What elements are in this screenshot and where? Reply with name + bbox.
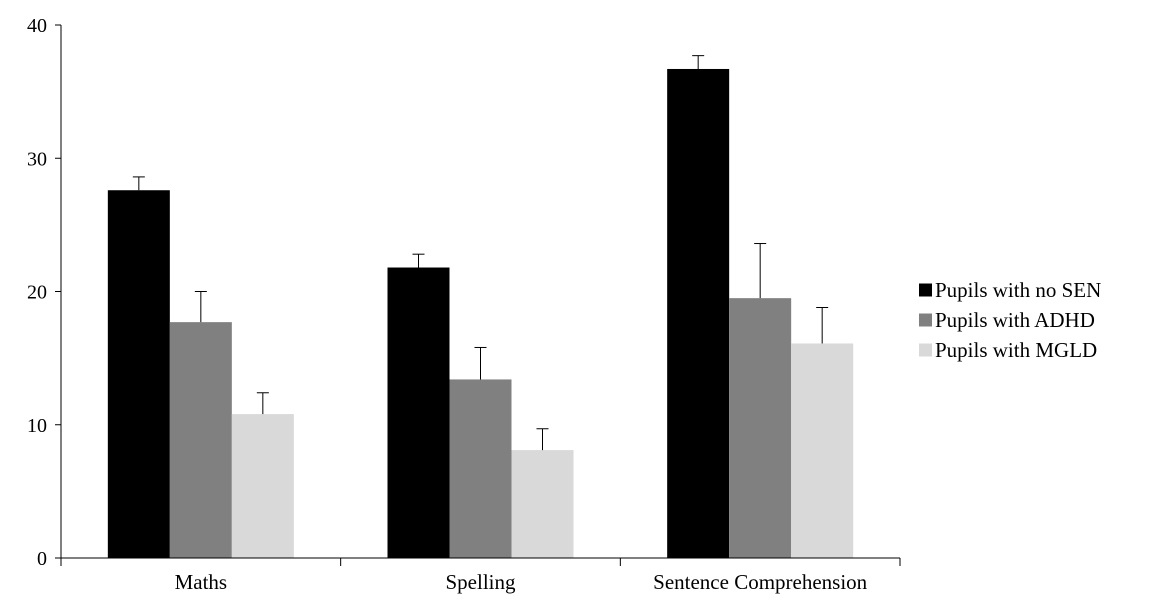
y-tick-label: 40 bbox=[27, 15, 47, 37]
bars bbox=[107, 68, 854, 559]
y-tick-label: 30 bbox=[27, 148, 47, 170]
bar bbox=[449, 379, 512, 558]
y-tick-label: 0 bbox=[37, 548, 47, 570]
legend-label: Pupils with no SEN bbox=[935, 278, 1101, 302]
bar bbox=[729, 298, 792, 558]
bar bbox=[387, 267, 450, 558]
x-tick-label: Sentence Comprehension bbox=[653, 570, 868, 594]
y-tick-label: 10 bbox=[27, 415, 47, 437]
x-tick-label: Spelling bbox=[445, 570, 516, 594]
legend-swatch bbox=[919, 283, 932, 297]
x-axis: Maths Spelling Sentence Comprehension bbox=[60, 557, 901, 594]
bar bbox=[169, 322, 232, 558]
bar bbox=[667, 68, 730, 558]
y-axis: 0 10 20 30 40 bbox=[27, 15, 62, 570]
x-tick-label: Maths bbox=[175, 570, 228, 594]
legend: Pupils with no SEN Pupils with ADHD Pupils… bbox=[919, 278, 1101, 362]
bar bbox=[107, 190, 170, 559]
legend-label: Pupils with MGLD bbox=[935, 338, 1097, 362]
legend-label: Pupils with ADHD bbox=[935, 308, 1095, 332]
legend-swatch bbox=[919, 343, 932, 357]
bar bbox=[511, 450, 574, 558]
error-bars bbox=[132, 55, 829, 451]
bar bbox=[231, 414, 294, 558]
y-tick-label: 20 bbox=[27, 282, 47, 304]
legend-swatch bbox=[919, 313, 932, 327]
bar bbox=[791, 343, 854, 558]
